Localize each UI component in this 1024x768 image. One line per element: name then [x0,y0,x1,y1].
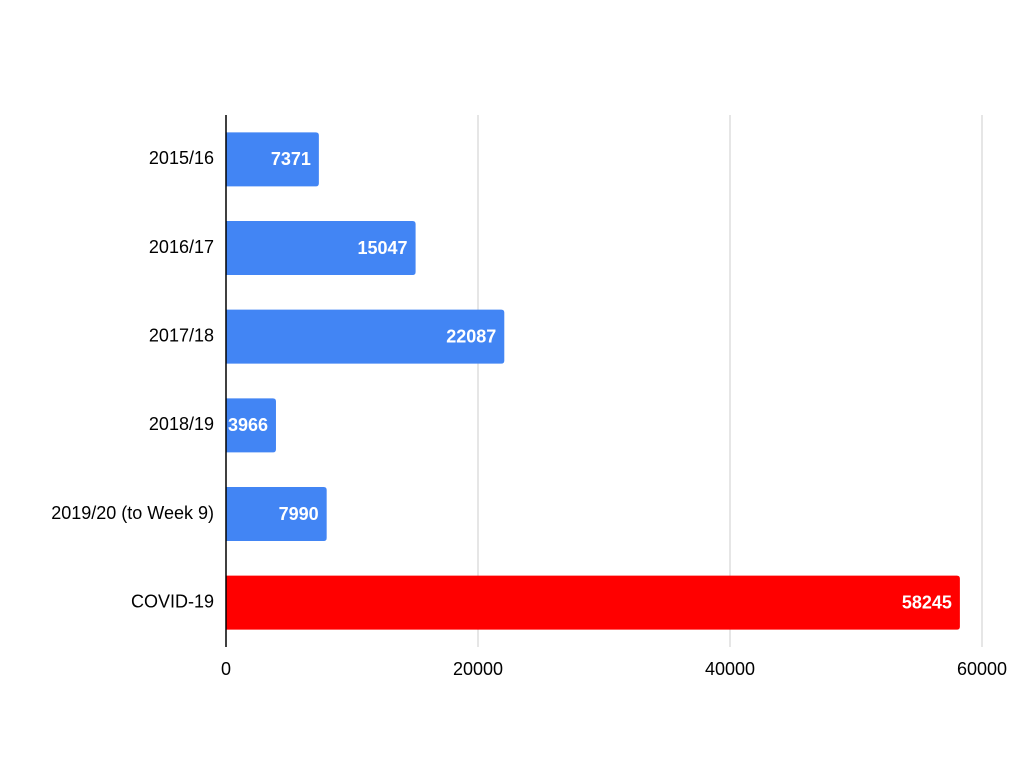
bar [226,398,276,453]
bar [226,221,416,275]
data-label: 3966 [228,415,268,435]
data-label: 7371 [271,149,311,169]
y-tick-label: 2015/16 [149,148,214,168]
bar [226,132,319,187]
y-tick-label: 2017/18 [149,325,214,345]
data-label: 7990 [279,504,319,524]
x-tick-label: 60000 [957,659,1007,679]
bar [226,575,960,630]
bar [226,487,327,541]
data-label: 58245 [902,592,952,612]
y-tick-label: 2016/17 [149,237,214,257]
x-tick-label: 20000 [453,659,503,679]
y-tick-label: 2018/19 [149,414,214,434]
bar [226,309,505,364]
x-tick-label: 0 [221,659,231,679]
data-label: 15047 [358,238,408,258]
x-tick-label: 40000 [705,659,755,679]
y-tick-label: 2019/20 (to Week 9) [51,503,214,523]
y-tick-label: COVID-19 [131,591,214,611]
data-label: 22087 [446,326,496,346]
